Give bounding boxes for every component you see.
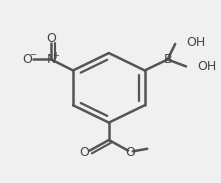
- Text: O: O: [46, 32, 56, 45]
- Text: O: O: [22, 53, 32, 66]
- Text: B: B: [163, 53, 172, 66]
- Text: +: +: [53, 51, 59, 60]
- Text: O: O: [125, 146, 135, 159]
- Text: N: N: [47, 53, 56, 66]
- Text: −: −: [29, 50, 36, 59]
- Text: O: O: [79, 146, 89, 159]
- Text: OH: OH: [197, 60, 217, 73]
- Text: OH: OH: [187, 36, 206, 49]
